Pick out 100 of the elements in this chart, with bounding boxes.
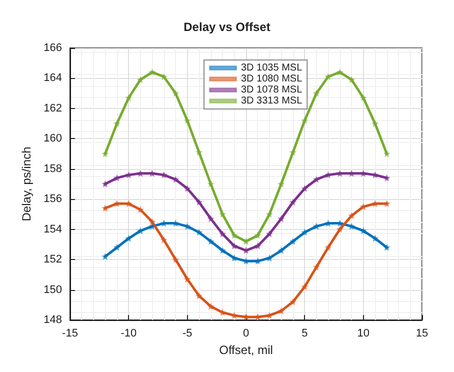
point bbox=[348, 76, 355, 83]
point bbox=[278, 216, 284, 222]
point bbox=[149, 223, 156, 230]
point bbox=[325, 244, 332, 250]
point bbox=[302, 118, 308, 124]
point bbox=[278, 247, 284, 254]
point bbox=[278, 308, 284, 314]
point bbox=[220, 309, 226, 316]
y-tick-label: 150 bbox=[44, 284, 62, 296]
point bbox=[384, 150, 390, 157]
y-tick-label: 152 bbox=[44, 254, 62, 266]
point bbox=[172, 256, 179, 263]
point bbox=[266, 211, 272, 218]
legend-label: 3D 1078 MSL bbox=[241, 84, 303, 96]
point bbox=[220, 247, 226, 254]
point bbox=[160, 236, 167, 243]
point bbox=[243, 258, 249, 264]
line-series bbox=[102, 200, 390, 320]
x-tick-label: -15 bbox=[62, 328, 78, 340]
point bbox=[126, 94, 132, 101]
point bbox=[372, 172, 378, 178]
point bbox=[372, 235, 378, 242]
point bbox=[184, 276, 190, 282]
point bbox=[184, 118, 190, 124]
point bbox=[313, 176, 320, 182]
x-tick-label: -10 bbox=[120, 328, 137, 340]
point bbox=[302, 229, 308, 236]
point bbox=[220, 211, 226, 218]
point bbox=[114, 200, 120, 207]
point bbox=[137, 170, 144, 176]
legend-label: 3D 1080 MSL bbox=[241, 74, 303, 84]
point bbox=[137, 76, 144, 83]
point bbox=[102, 150, 108, 157]
point bbox=[348, 212, 355, 219]
y-tick-label: 154 bbox=[44, 223, 62, 236]
point bbox=[266, 255, 272, 262]
y-tick-label: 158 bbox=[44, 162, 62, 175]
point bbox=[336, 69, 343, 76]
point bbox=[208, 216, 214, 222]
y-tick-label: 148 bbox=[44, 314, 62, 326]
legend-label: 3D 3313 MSL bbox=[241, 96, 303, 106]
point bbox=[336, 170, 343, 176]
point bbox=[254, 242, 261, 249]
point bbox=[137, 206, 144, 213]
y-tick-label: 160 bbox=[44, 132, 62, 145]
point bbox=[254, 232, 261, 238]
line-series bbox=[102, 170, 390, 254]
point bbox=[290, 149, 296, 156]
point bbox=[302, 284, 308, 290]
chart-title: Delay vs Offset bbox=[184, 20, 270, 34]
point bbox=[102, 254, 108, 260]
point bbox=[114, 174, 120, 181]
point bbox=[137, 228, 144, 234]
y-tick-label: 164 bbox=[44, 72, 62, 84]
point bbox=[172, 220, 179, 226]
point bbox=[184, 186, 190, 192]
point bbox=[313, 90, 320, 96]
point bbox=[231, 255, 238, 262]
point bbox=[290, 298, 296, 305]
y-tick-label: 162 bbox=[44, 102, 62, 114]
point bbox=[172, 176, 179, 182]
point bbox=[126, 235, 132, 242]
point bbox=[196, 229, 202, 236]
point bbox=[231, 232, 238, 238]
point bbox=[208, 238, 214, 244]
point bbox=[243, 247, 249, 254]
point bbox=[114, 244, 120, 250]
point bbox=[348, 170, 355, 176]
point bbox=[384, 244, 390, 250]
point bbox=[149, 170, 156, 176]
point bbox=[290, 199, 296, 206]
point bbox=[313, 264, 320, 270]
point bbox=[243, 314, 249, 320]
y-tick-label: 156 bbox=[44, 193, 62, 206]
point bbox=[372, 120, 378, 127]
point bbox=[172, 90, 179, 96]
x-tick-label: 5 bbox=[302, 328, 308, 340]
point bbox=[196, 149, 202, 156]
point bbox=[220, 230, 226, 237]
point bbox=[149, 218, 156, 225]
legend-label: 3D 1035 MSL bbox=[241, 62, 303, 74]
point bbox=[196, 292, 202, 299]
point bbox=[313, 223, 320, 230]
line-series bbox=[102, 69, 390, 244]
point bbox=[196, 199, 202, 206]
point bbox=[149, 69, 156, 76]
point bbox=[348, 223, 355, 230]
point bbox=[266, 312, 272, 318]
point bbox=[336, 226, 343, 232]
point bbox=[360, 170, 366, 176]
x-tick-label: 0 bbox=[242, 328, 250, 340]
point bbox=[114, 120, 120, 127]
point bbox=[243, 238, 249, 244]
point bbox=[160, 220, 167, 226]
y-tick-label: 166 bbox=[44, 42, 62, 54]
x-tick-label: -5 bbox=[182, 328, 192, 340]
point bbox=[302, 186, 308, 192]
x-axis-title: Offset, mil bbox=[219, 342, 273, 357]
point bbox=[360, 94, 366, 101]
point bbox=[208, 303, 214, 310]
